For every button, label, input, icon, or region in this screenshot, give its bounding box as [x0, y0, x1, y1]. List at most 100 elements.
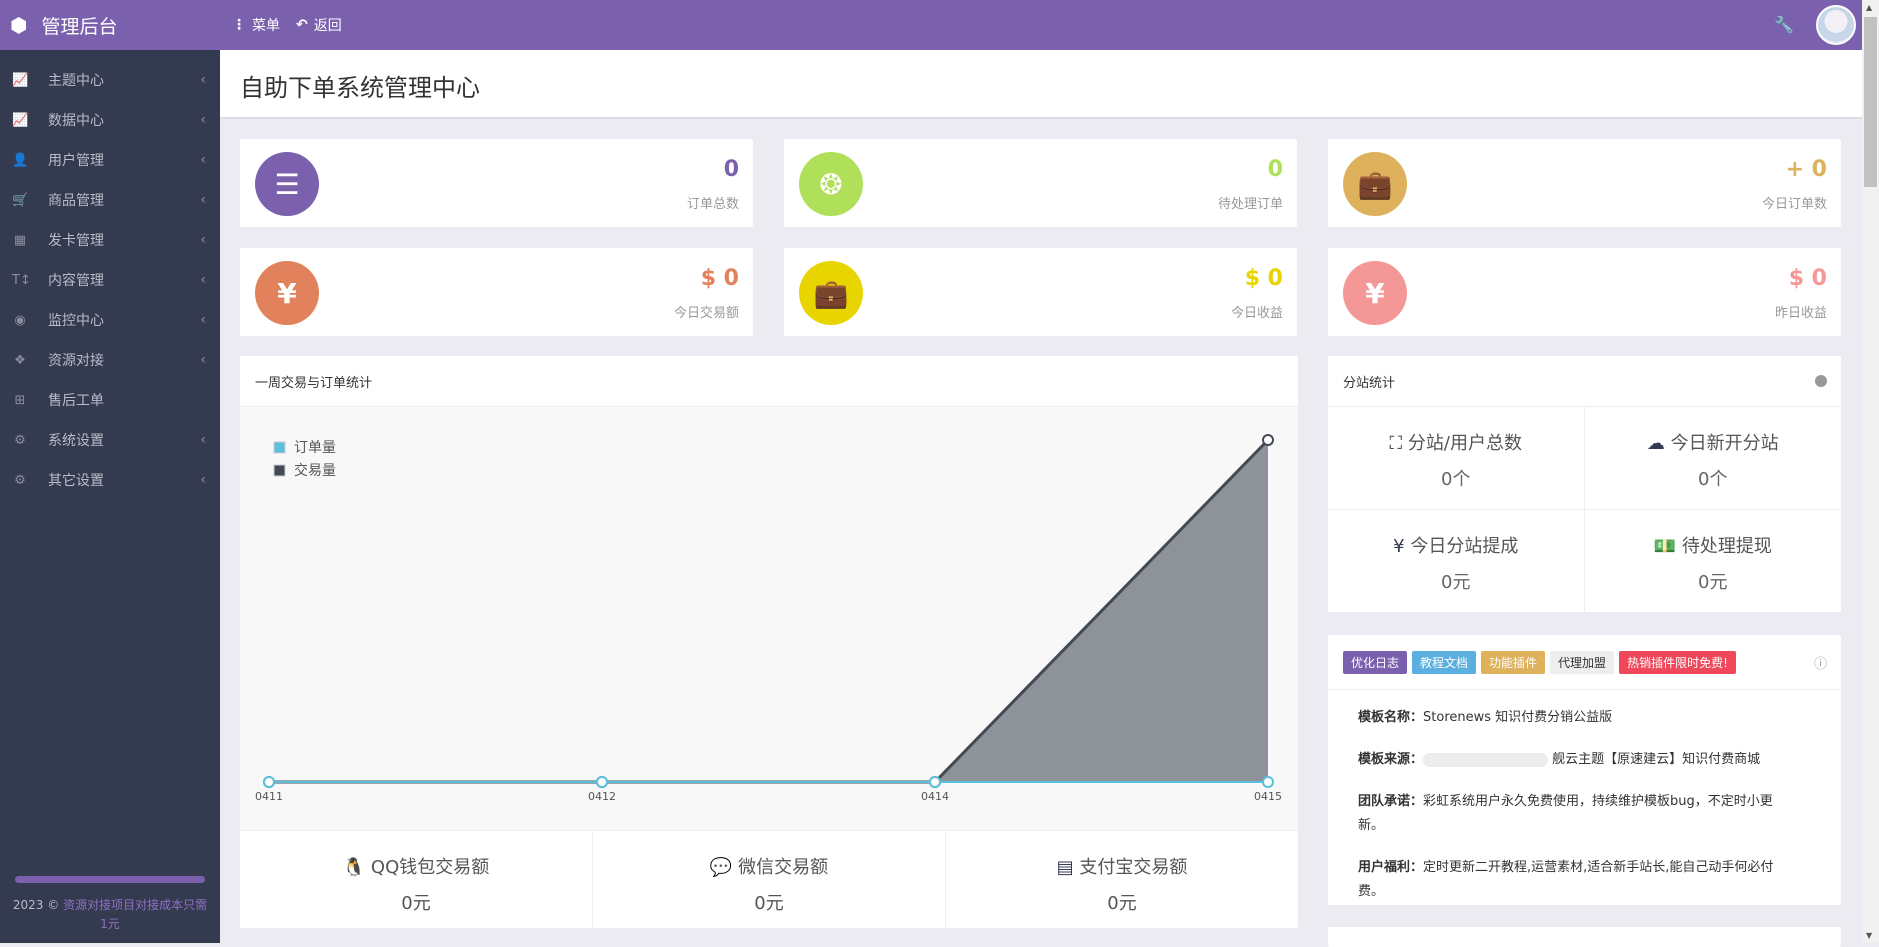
sidebar-item-label: 主题中心 — [48, 73, 104, 89]
notice-key: 模板名称： — [1358, 710, 1424, 725]
legend-swatch — [273, 441, 286, 454]
stat-card: 💼 + 0 今日订单数 — [1328, 139, 1841, 227]
scrollbar[interactable]: ▲ ▼ — [1862, 0, 1879, 943]
menu-button[interactable]: ⋮ 菜单 — [232, 15, 280, 35]
sidebar-item-label: 系统设置 — [48, 433, 104, 449]
sidebar-footer: 2023 © 资源对接项目对接成本只需1元 — [10, 896, 210, 934]
sidebar-item-6[interactable]: ◉ 监控中心 ‹ — [0, 300, 220, 340]
substation-label: 分站/用户总数 — [1407, 433, 1522, 454]
sidebar-item-label: 用户管理 — [48, 153, 104, 169]
stat-label: 昨日收益 — [1774, 306, 1827, 321]
octagon-icon: ❂ — [799, 152, 863, 216]
chevron-left-icon: ‹ — [200, 72, 206, 88]
notice-row: 模板来源： 舰云主题【原速建云】知识付费商城 — [1328, 748, 1788, 772]
reply-icon: ↶ — [296, 17, 308, 33]
cube-icon: ⬢ — [10, 13, 28, 37]
briefcase-icon: 💼 — [1343, 152, 1407, 216]
notice-key: 团队承诺： — [1358, 794, 1424, 809]
scroll-down-icon[interactable]: ▼ — [1866, 931, 1873, 940]
yen-icon: ¥ — [1343, 261, 1407, 325]
sidebar-item-label: 数据中心 — [48, 113, 104, 129]
notice-row: 团队承诺：彩虹系统用户永久免费使用，持续维护模板bug，不定时小更新。 — [1328, 790, 1788, 838]
sidebar-item-label: 其它设置 — [48, 473, 104, 489]
sidebar-item-5[interactable]: T↕ 内容管理 ‹ — [0, 260, 220, 300]
yen-icon: ¥ — [255, 261, 319, 325]
credit-card-icon: ▤ — [1056, 857, 1074, 878]
data-point — [1262, 776, 1274, 788]
sidebar-item-2[interactable]: 👤 用户管理 ‹ — [0, 140, 220, 180]
notice-tag[interactable]: 代理加盟 — [1550, 650, 1615, 674]
payment-value: 0元 — [1107, 893, 1137, 914]
notice-value: 彩虹系统用户永久免费使用，持续维护模板bug，不定时小更新。 — [1358, 794, 1773, 833]
chevron-left-icon: ‹ — [200, 352, 206, 368]
brand-title: 管理后台 — [41, 15, 118, 38]
stat-card: ¥ $ 0 昨日收益 — [1328, 248, 1841, 336]
payment-label: 微信交易额 — [738, 857, 829, 878]
dot-circle-icon: ◉ — [14, 312, 26, 328]
series-area-1 — [269, 440, 1268, 782]
scrollbar-thumb[interactable] — [1864, 17, 1877, 187]
notice-row: 用户福利：定时更新二开教程,运营素材,适合新手站长,能自己动手何必付费。 — [1328, 856, 1788, 904]
substation-value: 0元 — [1698, 572, 1728, 593]
money-icon: 💵 — [1653, 536, 1677, 557]
sidebar-item-9[interactable]: ⚙ 系统设置 ‹ — [0, 420, 220, 460]
data-point — [263, 776, 275, 788]
payment-stat: ▤ 支付宝交易额 0元 — [946, 831, 1298, 928]
substation-panel: 分站统计 ⛶ 分站/用户总数 0个 ☁ 今日新开分站 0个 ¥ 今日分站提成 0元 💵 待处… — [1328, 356, 1841, 613]
stat-label: 今日订单数 — [1761, 197, 1827, 212]
notice-tag[interactable]: 热销插件限时免费! — [1619, 650, 1736, 674]
sidebar-item-10[interactable]: ⚙ 其它设置 ‹ — [0, 460, 220, 500]
notice-tag[interactable]: 教程文档 — [1412, 650, 1477, 674]
x-tick-label: 0414 — [921, 790, 949, 803]
notice-value: Storenews 知识付费分销公益版 — [1423, 710, 1613, 725]
info-icon[interactable]: ⓘ — [1813, 656, 1827, 672]
scroll-up-icon[interactable]: ▲ — [1866, 3, 1873, 12]
notice-tag[interactable]: 功能插件 — [1481, 650, 1546, 674]
legend-label: 订单量 — [294, 440, 336, 456]
sidebar-item-1[interactable]: 📈 数据中心 ‹ — [0, 100, 220, 140]
x-tick-label: 0411 — [255, 790, 283, 803]
notice-row: 模板名称：Storenews 知识付费分销公益版 — [1328, 706, 1788, 730]
top-bar: ⬢ 管理后台 ⋮ 菜单 ↶ 返回 🔧 — [0, 0, 1862, 50]
stat-value: $ 0 — [700, 266, 739, 291]
sidebar-item-4[interactable]: ▦ 发卡管理 ‹ — [0, 220, 220, 260]
payment-value: 0元 — [754, 893, 784, 914]
substation-label: 今日新开分站 — [1670, 433, 1779, 454]
stat-value: 0 — [1267, 157, 1283, 182]
substation-label: 待处理提现 — [1681, 536, 1772, 557]
sidebar-item-7[interactable]: ❖ 资源对接 ‹ — [0, 340, 220, 380]
chevron-left-icon: ‹ — [200, 312, 206, 328]
ellipsis-vertical-icon: ⋮ — [232, 17, 246, 33]
stat-card: ¥ $ 0 今日交易额 — [240, 248, 753, 336]
footer-link[interactable]: 资源对接项目对接成本只需1元 — [63, 898, 208, 931]
chevron-left-icon: ‹ — [200, 232, 206, 248]
stat-value: 0 — [723, 157, 739, 182]
avatar[interactable] — [1816, 5, 1856, 45]
chart-line-icon: 📈 — [12, 72, 29, 88]
data-point — [596, 776, 608, 788]
sidebar-item-label: 售后工单 — [48, 393, 104, 409]
notice-tag[interactable]: 优化日志 — [1343, 650, 1408, 674]
grid-icon: ▦ — [13, 232, 27, 248]
sidebar-item-0[interactable]: 📈 主题中心 ‹ — [0, 60, 220, 100]
user-icon: 👤 — [12, 152, 29, 168]
wrench-icon[interactable]: 🔧 — [1774, 15, 1794, 34]
status-dot-icon — [1815, 375, 1827, 387]
x-tick-label: 0412 — [588, 790, 616, 803]
chart-panel: 一周交易与订单统计 0411 0412 0414 0415 订单量 交易量 🐧 QQ钱包交… — [240, 356, 1298, 928]
brand[interactable]: ⬢ 管理后台 — [10, 0, 117, 50]
legend-label: 交易量 — [294, 462, 336, 479]
chart-line-icon: 📈 — [12, 112, 29, 128]
cloud-icon: ☁ — [1646, 433, 1665, 454]
title-bar: 自助下单系统管理中心 — [220, 50, 1862, 119]
gears-icon: ⚙ — [14, 472, 26, 488]
back-button[interactable]: ↶ 返回 — [296, 15, 342, 35]
sidebar-item-8[interactable]: ⊞ 售后工单 — [0, 380, 220, 420]
gear-icon: ⚙ — [14, 432, 26, 448]
chart-panel-title: 一周交易与订单统计 — [240, 356, 1298, 407]
substation-value: 0个 — [1698, 469, 1728, 490]
sidebar-item-3[interactable]: 🛒 商品管理 ‹ — [0, 180, 220, 220]
redacted-link — [1423, 752, 1549, 767]
data-point — [1262, 434, 1274, 446]
text-height-icon: T↕ — [12, 272, 31, 288]
